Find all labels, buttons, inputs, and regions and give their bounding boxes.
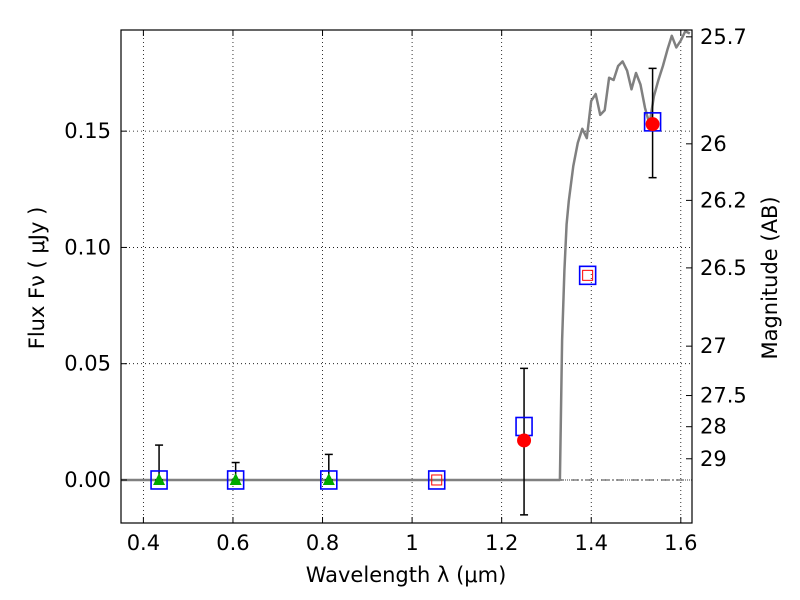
y2-tick-label: 29 [700, 447, 727, 471]
marker-layer [150, 112, 662, 490]
y-tick-label: 0.05 [64, 352, 111, 376]
small-square-marker [582, 269, 594, 281]
triangle-marker [229, 472, 242, 485]
x-tick-label: 0.6 [216, 531, 249, 555]
y2-axis-label: Magnitude (AB) [758, 196, 782, 359]
y-tick-label: 0.15 [64, 119, 111, 143]
series-layer [121, 29, 691, 482]
y2-tick-label: 26 [700, 132, 727, 156]
flux-circle-marker [645, 117, 660, 132]
plot-frame [120, 29, 693, 524]
tick-marks [121, 30, 692, 523]
tick-labels: 0.4 0.6 0.8 1 1.2 1.4 1.6 0.00 0.05 0.10 0.15 25.7 2… [64, 25, 747, 555]
y-tick-label: 0.10 [64, 235, 111, 259]
y2-tick-label: 26.2 [700, 188, 747, 212]
small-square-marker [431, 474, 443, 486]
model-square-marker [319, 470, 338, 490]
model-square-marker [150, 470, 168, 490]
triangle-marker [322, 472, 335, 485]
model-square-marker [578, 265, 597, 286]
model-square-marker [427, 470, 446, 490]
x-tick-label: 1 [405, 531, 418, 555]
y-axis-label: Flux Fν ( μJy ) [25, 207, 49, 350]
y2-tick-label: 26.5 [700, 256, 747, 280]
x-tick-label: 1.6 [664, 531, 697, 555]
flux-circle-marker [517, 433, 532, 448]
x-axis-label: Wavelength λ (μm) [306, 563, 507, 587]
y2-tick-label: 27 [700, 334, 727, 358]
x-tick-label: 0.8 [306, 531, 339, 555]
y-tick-label: 0.00 [64, 468, 111, 492]
x-tick-label: 1.2 [485, 531, 518, 555]
triangle-marker [153, 472, 166, 485]
model-square-marker [226, 470, 245, 490]
x-tick-label: 1.4 [575, 531, 608, 555]
x-tick-label: 0.4 [127, 531, 160, 555]
y2-tick-label: 28 [700, 415, 727, 439]
y2-tick-label: 27.5 [700, 384, 747, 408]
sed-model-line [121, 29, 691, 482]
y2-tick-label: 25.7 [700, 25, 747, 49]
